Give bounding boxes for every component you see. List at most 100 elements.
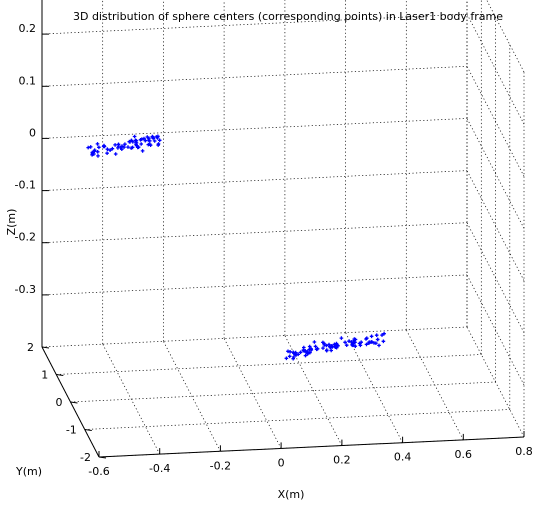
scatter-point-cluster-1 bbox=[86, 145, 90, 150]
floor-grid-line-x bbox=[345, 332, 403, 443]
axes-frame bbox=[41, 0, 525, 458]
scatter-point-cluster-2 bbox=[309, 347, 313, 351]
scatter-point-cluster-2 bbox=[364, 337, 368, 341]
x-tick-label: 0 bbox=[278, 456, 285, 469]
side-wall-grid-line-z bbox=[486, 0, 525, 73]
scatter-point-cluster-1 bbox=[123, 142, 127, 146]
scatter-point-cluster-2 bbox=[286, 349, 290, 354]
y-tick-label: -1 bbox=[66, 424, 77, 437]
x-tick-label: 0.8 bbox=[515, 445, 533, 458]
scatter-point-cluster-2 bbox=[374, 341, 378, 345]
floor-grid-line-x bbox=[284, 335, 343, 446]
scatter-point-cluster-2 bbox=[353, 344, 358, 348]
scatter-point-cluster-2 bbox=[312, 340, 317, 344]
z-tick-label: -0.2 bbox=[15, 231, 36, 244]
x-axis-line bbox=[98, 436, 525, 458]
scatter-point-cluster-1 bbox=[122, 145, 126, 149]
scatter-point-cluster-1 bbox=[120, 147, 124, 151]
scatter-point-cluster-1 bbox=[102, 143, 106, 148]
scatter-point-cluster-2 bbox=[327, 342, 331, 347]
scatter-point-cluster-1 bbox=[90, 151, 95, 155]
scatter-points bbox=[86, 134, 386, 361]
x-tick-label: 0.4 bbox=[394, 451, 412, 464]
scatter-point-cluster-1 bbox=[113, 152, 118, 156]
side-wall-grid-line-z bbox=[466, 118, 525, 229]
scatter-point-cluster-1 bbox=[132, 134, 137, 139]
scatter-point-cluster-2 bbox=[321, 346, 325, 350]
x-tick-label: -0.6 bbox=[88, 465, 109, 478]
back-wall-grid-line-z bbox=[41, 222, 468, 244]
scatter-point-cluster-2 bbox=[322, 343, 327, 347]
scatter-point-cluster-2 bbox=[350, 342, 355, 346]
x-tick-label: -0.4 bbox=[149, 462, 170, 475]
scatter-point-cluster-2 bbox=[374, 333, 379, 337]
scatter-point-cluster-1 bbox=[142, 136, 146, 141]
scatter-point-cluster-1 bbox=[97, 145, 101, 150]
scatter-point-cluster-1 bbox=[139, 142, 143, 146]
floor-grid-line-x bbox=[102, 343, 161, 455]
scatter-point-cluster-2 bbox=[314, 347, 319, 352]
scatter-point-cluster-1 bbox=[126, 145, 130, 149]
scatter-point-cluster-1 bbox=[108, 148, 112, 152]
back-wall-grid-line-z bbox=[41, 13, 468, 35]
y-tick-label: 2 bbox=[27, 341, 34, 354]
scatter-point-cluster-2 bbox=[370, 340, 374, 344]
scatter-point-cluster-2 bbox=[375, 337, 380, 342]
side-wall-grid-line-z bbox=[466, 13, 525, 125]
scatter-point-cluster-1 bbox=[88, 145, 93, 149]
scatter-point-cluster-2 bbox=[301, 348, 306, 352]
y-tick-mark bbox=[98, 456, 107, 459]
scatter-point-cluster-2 bbox=[358, 343, 363, 348]
scatter-point-cluster-2 bbox=[324, 348, 329, 353]
y-tick-mark bbox=[56, 374, 64, 376]
scatter-point-cluster-2 bbox=[287, 354, 292, 359]
floor-grid-line-x bbox=[163, 341, 221, 452]
x-tick-label: -0.2 bbox=[210, 459, 231, 472]
scatter-point-cluster-2 bbox=[339, 336, 344, 340]
scatter-point-cluster-2 bbox=[334, 345, 339, 350]
floor-grid-line-x bbox=[223, 338, 282, 449]
scatter-point-cluster-2 bbox=[313, 344, 318, 349]
scatter-point-cluster-1 bbox=[147, 136, 151, 140]
scatter-point-cluster-1 bbox=[140, 137, 144, 141]
scatter-point-cluster-2 bbox=[377, 343, 381, 348]
y-tick-label: 0 bbox=[56, 396, 63, 409]
scatter-point-cluster-2 bbox=[291, 356, 295, 361]
scatter-point-cluster-2 bbox=[381, 339, 386, 344]
scatter-point-cluster-2 bbox=[293, 350, 298, 355]
y-tick-mark bbox=[41, 346, 50, 349]
y-axis-label: Y(m) bbox=[15, 465, 42, 478]
grid-lines bbox=[41, 0, 525, 458]
scatter-point-cluster-2 bbox=[332, 342, 337, 347]
scatter-point-cluster-1 bbox=[140, 149, 145, 153]
scatter-point-cluster-2 bbox=[347, 339, 351, 343]
floor-grid-line-y bbox=[70, 381, 496, 403]
chart-title: 3D distribution of sphere centers (corre… bbox=[73, 10, 503, 23]
side-wall-grid-line-z bbox=[466, 170, 525, 281]
scatter-point-cluster-1 bbox=[151, 136, 155, 141]
scatter-point-cluster-2 bbox=[380, 333, 384, 337]
scatter-point-cluster-1 bbox=[116, 144, 121, 148]
scatter-point-cluster-1 bbox=[110, 146, 115, 151]
scatter-point-cluster-2 bbox=[308, 350, 312, 355]
z-tick-label: -0.3 bbox=[15, 283, 36, 296]
back-wall-grid-line-z bbox=[41, 118, 468, 139]
scatter-point-cluster-2 bbox=[329, 348, 333, 353]
scatter-point-cluster-1 bbox=[96, 154, 100, 158]
scatter-point-cluster-1 bbox=[129, 138, 134, 143]
scatter-point-cluster-1 bbox=[105, 151, 109, 155]
y-tick-label: 1 bbox=[41, 369, 48, 382]
z-tick-label: 0.1 bbox=[19, 74, 37, 87]
scatter-point-cluster-1 bbox=[92, 148, 97, 152]
x-tick-label: 0.2 bbox=[333, 454, 351, 467]
scatter-point-cluster-2 bbox=[369, 334, 374, 339]
scatter-point-cluster-1 bbox=[152, 139, 157, 143]
scatter-point-cluster-1 bbox=[146, 142, 151, 147]
floor-grid-line-y bbox=[84, 409, 510, 430]
scatter-point-cluster-1 bbox=[157, 138, 162, 143]
scatter-point-cluster-2 bbox=[382, 331, 386, 336]
scatter-point-cluster-1 bbox=[95, 150, 100, 154]
scatter-point-cluster-1 bbox=[105, 147, 110, 151]
scatter-point-cluster-2 bbox=[336, 344, 340, 348]
back-wall-grid-line-z bbox=[41, 170, 468, 191]
